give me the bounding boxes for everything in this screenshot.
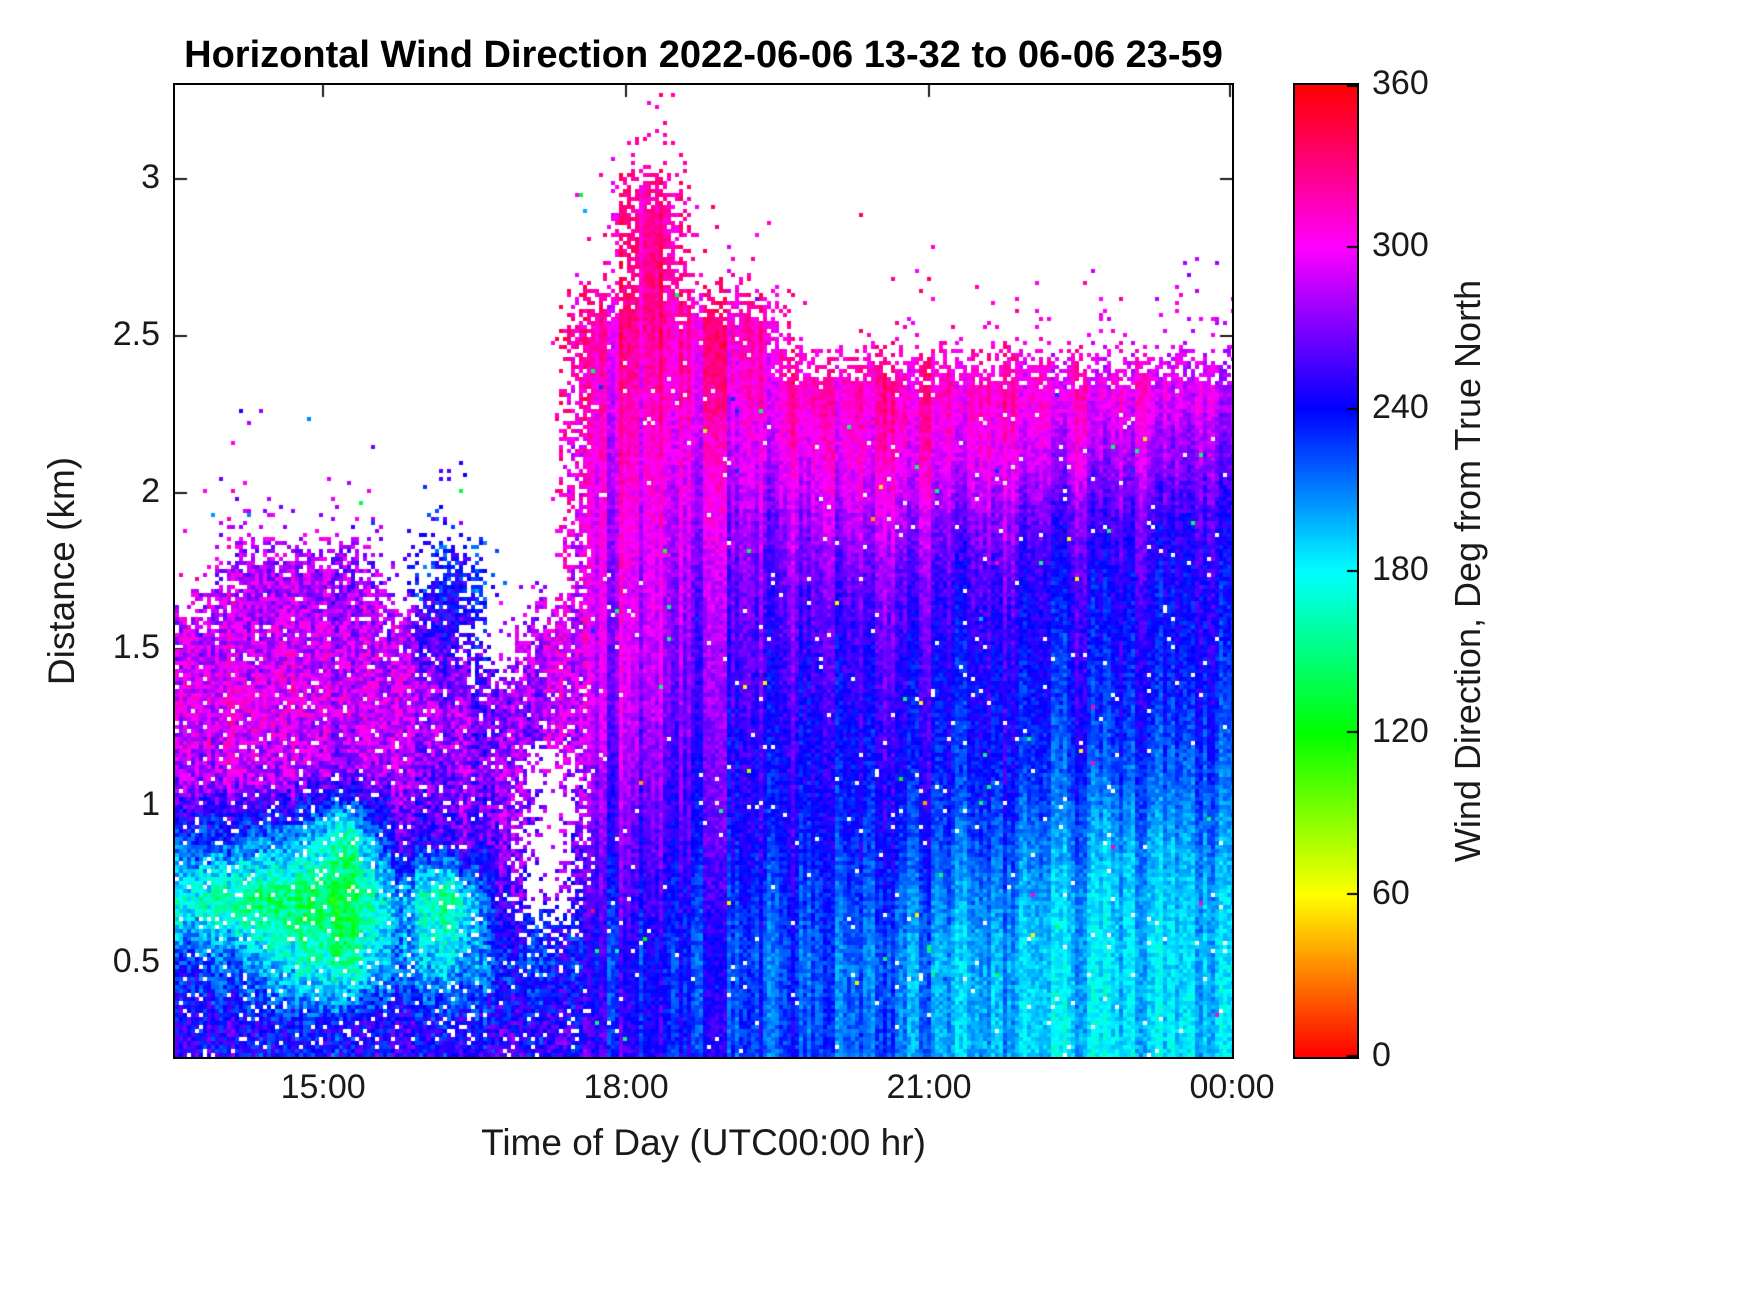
y-tick-label: 2.5 bbox=[112, 314, 160, 353]
y-tick-label: 3 bbox=[141, 158, 160, 197]
heatmap-canvas bbox=[175, 85, 1232, 1057]
y-tick-label: 1 bbox=[141, 785, 160, 824]
chart-title: Horizontal Wind Direction 2022-06-06 13-… bbox=[184, 34, 1223, 76]
colorbar-tick-label: 240 bbox=[1372, 388, 1429, 426]
colorbar-tick-label: 180 bbox=[1372, 550, 1429, 588]
colorbar-tick-label: 120 bbox=[1372, 712, 1429, 750]
colorbar-tick-label: 300 bbox=[1372, 226, 1429, 264]
colorbar-tick-label: 60 bbox=[1372, 874, 1410, 912]
colorbar-canvas bbox=[1295, 85, 1357, 1057]
x-tick-label: 18:00 bbox=[583, 1068, 669, 1106]
y-tick-label: 0.5 bbox=[112, 941, 160, 980]
x-axis-label: Time of Day (UTC00:00 hr) bbox=[481, 1122, 926, 1163]
x-tick-label: 15:00 bbox=[280, 1068, 366, 1106]
y-tick-label: 2 bbox=[141, 471, 160, 510]
colorbar-tick-label: 360 bbox=[1372, 64, 1429, 102]
x-tick-label: 21:00 bbox=[886, 1068, 972, 1106]
colorbar-label: Wind Direction, Deg from True North bbox=[1447, 279, 1488, 863]
y-tick-label: 1.5 bbox=[112, 628, 160, 667]
x-tick-label: 00:00 bbox=[1189, 1068, 1275, 1106]
colorbar-tick-label: 0 bbox=[1372, 1036, 1391, 1074]
